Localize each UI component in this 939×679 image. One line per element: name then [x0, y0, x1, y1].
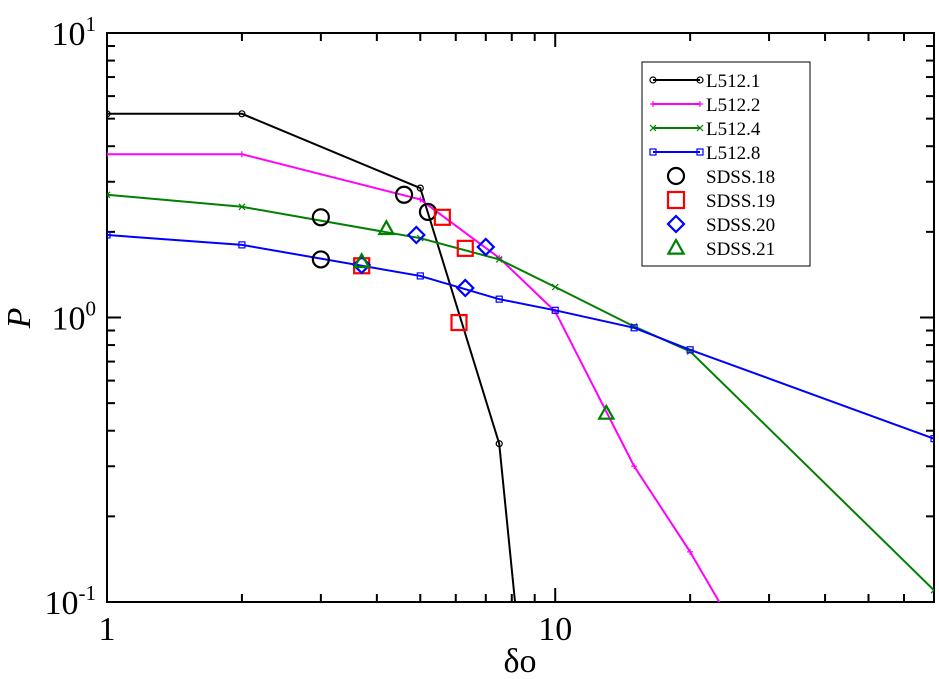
data-point [377, 219, 396, 236]
data-point [551, 283, 559, 291]
legend: L512.1 L512.2 L512.4 L512.8 SDSS.18 SDSS.19 SD… [641, 61, 811, 267]
legend-marker [696, 148, 704, 156]
legend-label: L512.1 [706, 71, 760, 92]
series-L512.8 [107, 231, 934, 443]
data-point [433, 208, 451, 226]
data-point [455, 278, 475, 298]
data-point [630, 324, 638, 332]
data-point [416, 272, 424, 280]
legend-item: L512.8 [649, 143, 760, 164]
legend-marker [649, 124, 657, 132]
data-point [238, 241, 246, 249]
legend-marker [666, 237, 686, 255]
legend-label: L512.2 [706, 95, 760, 116]
series-SDSS.21 [352, 219, 616, 420]
data-point [311, 250, 330, 269]
legend-marker [649, 76, 657, 84]
y-tick-label: 100 [52, 297, 97, 338]
series-L512.1 [107, 110, 517, 602]
data-point [406, 225, 426, 245]
data-point [687, 548, 694, 555]
legend-marker [666, 214, 686, 234]
data-point [495, 295, 503, 303]
axis-ticks [106, 32, 935, 603]
legend-marker [650, 101, 656, 107]
data-point [352, 252, 371, 269]
legend-item: SDSS.18 [666, 166, 775, 188]
data-point [107, 231, 111, 239]
y-tick-label: 10-1 [45, 581, 97, 622]
data-point [551, 306, 559, 314]
data-point [238, 203, 246, 211]
legend-item: SDSS.19 [666, 190, 775, 212]
legend-item: SDSS.20 [666, 214, 775, 236]
series-SDSS.19 [353, 208, 474, 332]
data-point [394, 185, 414, 204]
legend-item: L512.1 [649, 71, 760, 92]
data-point [930, 435, 934, 443]
data-point [311, 208, 330, 227]
legend-marker [697, 101, 703, 107]
data-point [416, 184, 424, 192]
x-tick-label: 10 [538, 611, 572, 648]
data-point [238, 151, 245, 158]
data-point [238, 110, 246, 118]
data-point [456, 239, 474, 257]
legend-item: L512.2 [650, 95, 760, 116]
data-point [107, 110, 111, 118]
legend-item: L512.4 [649, 119, 761, 140]
legend-marker [696, 76, 704, 84]
x-axis-title: δo [503, 643, 536, 679]
legend-label: L512.4 [706, 119, 761, 140]
legend-marker [649, 148, 657, 156]
legend-marker [666, 166, 686, 186]
series-layer [107, 110, 934, 602]
series-line [107, 233, 934, 440]
series-line [107, 193, 934, 591]
legend-marker [696, 124, 704, 132]
data-point [495, 440, 503, 448]
series-L512.4 [107, 191, 934, 594]
data-point [417, 196, 424, 203]
data-point [495, 256, 503, 263]
legend-label: L512.8 [706, 143, 760, 164]
data-point [930, 586, 934, 594]
legend-label: SDSS.19 [706, 191, 775, 212]
y-axis-title: P [1, 308, 38, 330]
legend-label: SDSS.21 [706, 239, 775, 260]
legend-marker [666, 190, 686, 210]
x-tick-label: 1 [99, 611, 116, 648]
data-point [686, 346, 694, 354]
series-line [107, 112, 517, 602]
axis-tick-labels: 1 10 10-1 100 101 [45, 12, 573, 648]
y-tick-label: 101 [52, 12, 97, 53]
data-point [107, 191, 111, 199]
series-line [107, 153, 721, 602]
data-point [597, 403, 616, 420]
data-point [450, 313, 468, 332]
data-point [107, 151, 110, 158]
legend-item: SDSS.21 [666, 237, 775, 260]
legend-frame [641, 61, 811, 267]
data-point [476, 237, 496, 257]
legend-label: SDSS.18 [706, 167, 775, 188]
legend-label: SDSS.20 [706, 215, 775, 236]
data-point [631, 463, 638, 470]
